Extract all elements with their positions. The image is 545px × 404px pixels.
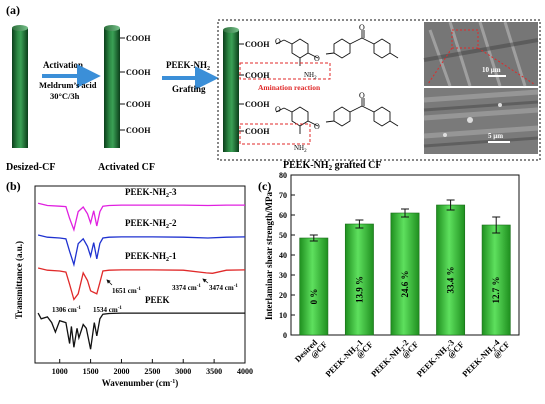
data-label: 0 % xyxy=(309,289,319,305)
annotation-1306: 1306 cm-1 xyxy=(52,306,81,314)
ftir-annotations: 1306 cm-1 1534 cm-1 1651 cm-1 3374 cm-1 … xyxy=(52,278,238,314)
x-tick-label: 1000 xyxy=(52,367,68,376)
x-tick-label: 3500 xyxy=(206,367,222,376)
cooh-label: COOH xyxy=(245,71,270,80)
ftir-series xyxy=(37,202,246,350)
y-tick-label: 30 xyxy=(279,271,287,280)
data-label: 24.6 % xyxy=(400,271,410,298)
ftir-series-line xyxy=(37,202,245,233)
amination-reaction-label: Amination reaction xyxy=(258,83,321,92)
ilss-bars: 0 % 13.9 % 24.6 % 33.4 % 12.7 % xyxy=(299,199,511,336)
desized-fiber xyxy=(12,25,28,148)
panel-a-label: (a) xyxy=(6,3,20,17)
ilss-y-axis-label: Interlaminar shear strength/MPa xyxy=(264,192,274,320)
series-name-label: PEEK-NH2-2 xyxy=(125,218,177,230)
data-label: 13.9 % xyxy=(354,276,364,303)
cooh-label: COOH xyxy=(126,34,151,43)
ftir-y-axis-label: Transmittance (a.u.) xyxy=(14,241,24,319)
ilss-y-ticks: 0 10 20 30 40 50 60 70 80 xyxy=(279,171,295,340)
ftir-series-names: PEEK-NH2-3 PEEK-NH2-2 PEEK-NH2-1 PEEK xyxy=(125,187,177,305)
x-tick-label: 2500 xyxy=(144,367,160,376)
meldrums-acid-label: Meldrum’s acid xyxy=(39,80,97,90)
amination-box xyxy=(239,123,311,145)
y-tick-label: 40 xyxy=(279,251,287,260)
o-atom: O xyxy=(359,23,365,32)
cooh-label: COOH xyxy=(126,100,151,109)
grafted-box xyxy=(217,19,541,161)
ilss-x-labels: Desired@CFPEEK-NH2-1@CFPEEK-NH2-2@CFPEEK… xyxy=(293,337,512,379)
scale-bar-top: 10 μm xyxy=(482,66,501,74)
grafted-fiber xyxy=(223,27,239,152)
nh2-label: NH2 xyxy=(304,71,317,81)
y-tick-label: 20 xyxy=(279,291,287,300)
peek-structure-bottom xyxy=(275,98,399,134)
conditions-label: 30°C/3h xyxy=(50,91,80,101)
desized-cf-label: Desized-CF xyxy=(6,162,55,173)
series-name-label: PEEK-NH2-1 xyxy=(125,251,177,263)
ftir-series-line xyxy=(37,267,246,301)
sem-image-top: 10 μm xyxy=(423,21,539,87)
activated-fiber xyxy=(104,25,120,148)
ftir-x-ticks: 1000 1500 2000 2500 3000 3500 4000 xyxy=(52,359,253,376)
series-name-label: PEEK-NH2-3 xyxy=(125,187,177,199)
annotation-3374: 3374 cm-1 xyxy=(172,284,201,292)
activation-label: Activation xyxy=(43,60,83,70)
annotation-1651: 1651 cm-1 xyxy=(112,287,141,295)
data-label: 12.7 % xyxy=(491,277,501,304)
data-label: 33.4 % xyxy=(446,267,456,294)
grafted-cf-label: PEEK-NH2 grafted CF xyxy=(283,160,382,172)
panel-c-label: (c) xyxy=(258,179,271,193)
panel-b: (b) Transmittance (a.u.) Wavenumber (cm-… xyxy=(6,179,253,388)
x-tick-label: 3000 xyxy=(175,367,191,376)
y-tick-label: 0 xyxy=(283,331,287,340)
cooh-label: COOH xyxy=(126,68,151,77)
cooh-label: COOH xyxy=(245,40,270,49)
bar xyxy=(481,224,511,336)
ftir-plot-frame xyxy=(34,185,246,364)
bar xyxy=(299,237,329,336)
y-tick-label: 80 xyxy=(279,171,287,180)
peek-nh2-label: PEEK-NH2 xyxy=(166,60,210,72)
cooh-label: COOH xyxy=(126,126,151,135)
scale-bar-bottom: 5 μm xyxy=(488,132,503,140)
peek-structure-top xyxy=(275,30,399,66)
y-tick-label: 60 xyxy=(279,211,287,220)
series-name-label: PEEK xyxy=(145,295,170,305)
o-atom: O xyxy=(314,122,320,131)
annotation-1534: 1534 cm-1 xyxy=(93,306,122,314)
y-tick-label: 10 xyxy=(279,311,287,320)
ftir-x-axis-label: Wavenumber (cm-1) xyxy=(102,378,179,388)
o-atom: O xyxy=(275,105,281,114)
x-tick-label: 2000 xyxy=(113,367,129,376)
o-atom: O xyxy=(314,54,320,63)
ftir-series-line xyxy=(37,312,245,350)
annotation-3474: 3474 cm-1 xyxy=(209,284,238,292)
nh2-label: NH2 xyxy=(294,144,307,154)
panel-b-label: (b) xyxy=(6,179,21,193)
annotation-arrow xyxy=(106,279,113,286)
x-tick-label: 4000 xyxy=(237,367,253,376)
o-atom: O xyxy=(359,91,365,100)
grafting-label: Grafting xyxy=(172,84,206,94)
y-tick-label: 50 xyxy=(279,231,287,240)
sem-image-bottom: 5 μm xyxy=(423,88,539,154)
panel-a: (a) Desized-CF Activation Meldrum’s acid… xyxy=(6,3,541,173)
x-tick-label: 1500 xyxy=(83,367,99,376)
activated-cf-label: Activated CF xyxy=(98,162,155,173)
bar xyxy=(436,204,466,336)
bar xyxy=(344,223,374,336)
annotation-arrow xyxy=(202,278,209,284)
cooh-label: COOH xyxy=(245,100,270,109)
y-tick-label: 70 xyxy=(279,191,287,200)
cooh-label: COOH xyxy=(245,127,270,136)
ftir-series-line xyxy=(37,234,246,268)
o-atom: O xyxy=(275,37,281,46)
amination-box xyxy=(239,62,331,80)
panel-c: (c) Interlaminar shear strength/MPa 0 10 2… xyxy=(258,171,520,379)
activated-cooh-groups: COOH COOH COOH COOH xyxy=(120,34,151,135)
